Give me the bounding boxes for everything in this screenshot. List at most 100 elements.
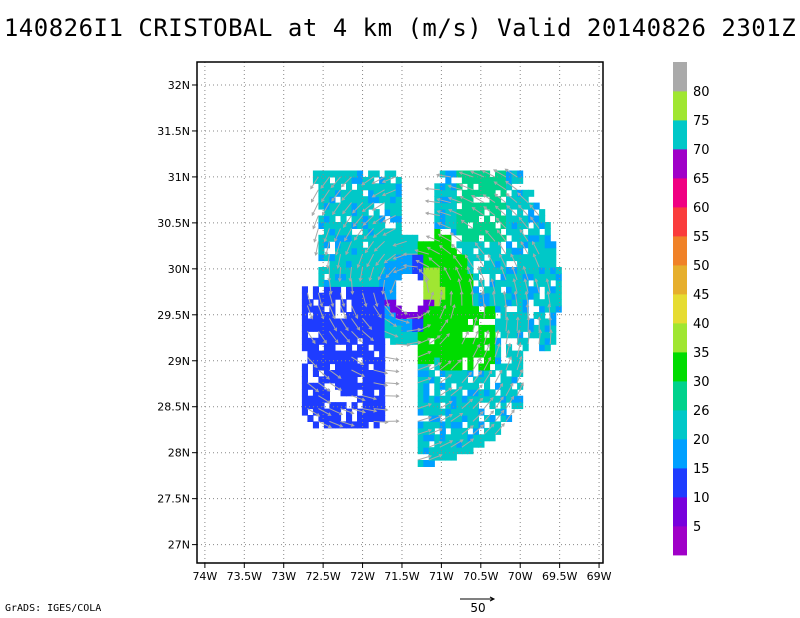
wind-cell (478, 344, 485, 352)
wind-cell (528, 234, 535, 242)
wind-cell (362, 254, 369, 262)
wind-vector (466, 266, 474, 281)
wind-vector-head (435, 173, 440, 178)
wind-cell (467, 299, 474, 307)
wind-vector (516, 317, 519, 332)
wind-cell (517, 254, 524, 262)
wind-cell (301, 402, 308, 410)
wind-vector-head (337, 375, 342, 379)
wind-cell (329, 254, 336, 262)
wind-cell (384, 324, 391, 332)
wind-cell (390, 305, 397, 313)
wind-vector-head (424, 277, 429, 283)
wind-vector-head (352, 223, 357, 228)
wind-cell (489, 189, 496, 197)
wind-vector (417, 364, 431, 371)
wind-cell (357, 196, 364, 204)
wind-vector-head (375, 262, 379, 267)
wind-cell (373, 273, 380, 281)
wind-cell (528, 286, 535, 294)
wind-cell (550, 267, 557, 274)
wind-cell (472, 273, 479, 281)
wind-cell (401, 337, 408, 345)
wind-cell (390, 196, 397, 204)
wind-cell (362, 292, 369, 300)
wind-cell (511, 363, 518, 371)
wind-cell (528, 189, 535, 197)
wind-vector (505, 317, 508, 332)
wind-vector (342, 202, 352, 214)
wind-cell (428, 453, 435, 461)
wind-cell (517, 279, 524, 287)
wind-cell (495, 408, 502, 416)
wind-vector (362, 318, 372, 330)
colorbar-swatch (673, 468, 687, 498)
wind-vector (505, 356, 512, 371)
colorbar-label: 80 (693, 85, 710, 100)
wind-vector-head (497, 342, 501, 347)
wind-vector (427, 246, 441, 255)
wind-cell (439, 408, 446, 416)
wind-cell (467, 350, 474, 358)
wind-cell (423, 460, 430, 467)
wind-cell (434, 389, 441, 397)
wind-cell (301, 299, 308, 307)
wind-cell (423, 370, 430, 377)
wind-vector-head (384, 371, 389, 375)
wind-cell (511, 215, 518, 223)
wind-cell (445, 402, 452, 410)
wind-cell (335, 247, 342, 255)
wind-vector (519, 229, 529, 242)
wind-cell (384, 260, 391, 268)
wind-cell (335, 222, 342, 229)
wind-cell (301, 292, 308, 300)
wind-cell (484, 183, 491, 191)
wind-cell (351, 292, 358, 300)
wind-cell (351, 279, 358, 287)
wind-cell (373, 312, 380, 319)
wind-vector-head (392, 243, 397, 247)
wind-cell (495, 234, 502, 242)
wind-cell (467, 324, 474, 332)
wind-cell (346, 279, 353, 287)
wind-cell (434, 279, 441, 287)
wind-cell (445, 357, 452, 365)
wind-cell (461, 209, 468, 217)
wind-cell (445, 202, 452, 210)
wind-cell (461, 228, 468, 236)
wind-cell (539, 247, 546, 255)
x-tick-label: 72W (350, 570, 375, 583)
wind-vector (307, 408, 320, 417)
colorbar-swatch (673, 178, 687, 208)
wind-cell (445, 324, 452, 332)
wind-vector (428, 292, 434, 306)
wind-cell (478, 376, 485, 384)
wind-cell (539, 299, 546, 307)
wind-vector (518, 217, 529, 229)
wind-cell (495, 305, 502, 313)
wind-cell (357, 267, 364, 274)
wind-cell (346, 189, 353, 197)
wind-vector-head (505, 180, 509, 185)
wind-cell (417, 389, 424, 397)
wind-cell (346, 247, 353, 255)
wind-cell (346, 241, 353, 249)
wind-cell (406, 267, 413, 274)
wind-vector (373, 382, 388, 386)
wind-vector (529, 204, 540, 216)
wind-cell (312, 312, 319, 319)
wind-cell (544, 331, 551, 339)
wind-cell (368, 279, 375, 287)
wind-vector (340, 408, 354, 414)
wind-vector-head (520, 382, 524, 387)
wind-vector-head (320, 315, 325, 320)
wind-cell (373, 382, 380, 390)
wind-cell (500, 395, 507, 403)
wind-cell (467, 260, 474, 268)
wind-cell (384, 279, 391, 287)
wind-cell (544, 247, 551, 255)
wind-vector (476, 254, 485, 268)
wind-vector-head (464, 254, 469, 259)
wind-vector-head (483, 206, 488, 210)
wind-vector (372, 189, 385, 198)
